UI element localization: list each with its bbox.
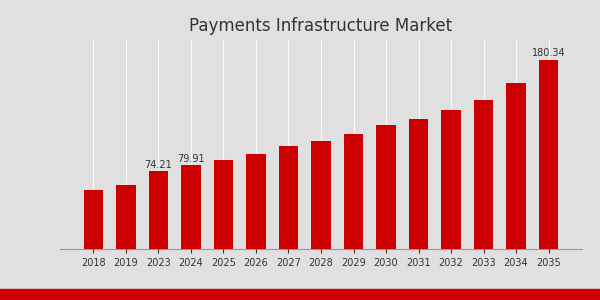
Text: 180.34: 180.34	[532, 48, 565, 58]
Bar	[149, 171, 168, 249]
Bar	[246, 154, 266, 249]
Title: Payments Infrastructure Market: Payments Infrastructure Market	[190, 17, 452, 35]
Bar	[279, 146, 298, 249]
Bar	[344, 134, 363, 249]
Bar	[311, 141, 331, 249]
Bar	[409, 119, 428, 249]
Bar	[116, 185, 136, 249]
Bar	[506, 83, 526, 249]
Text: 79.91: 79.91	[177, 154, 205, 164]
Bar	[474, 100, 493, 249]
Bar	[539, 60, 558, 249]
Text: 74.21: 74.21	[145, 160, 172, 170]
Bar	[376, 125, 396, 249]
Bar	[441, 110, 461, 249]
Bar	[214, 160, 233, 249]
Bar	[84, 190, 103, 249]
Bar	[181, 165, 201, 249]
